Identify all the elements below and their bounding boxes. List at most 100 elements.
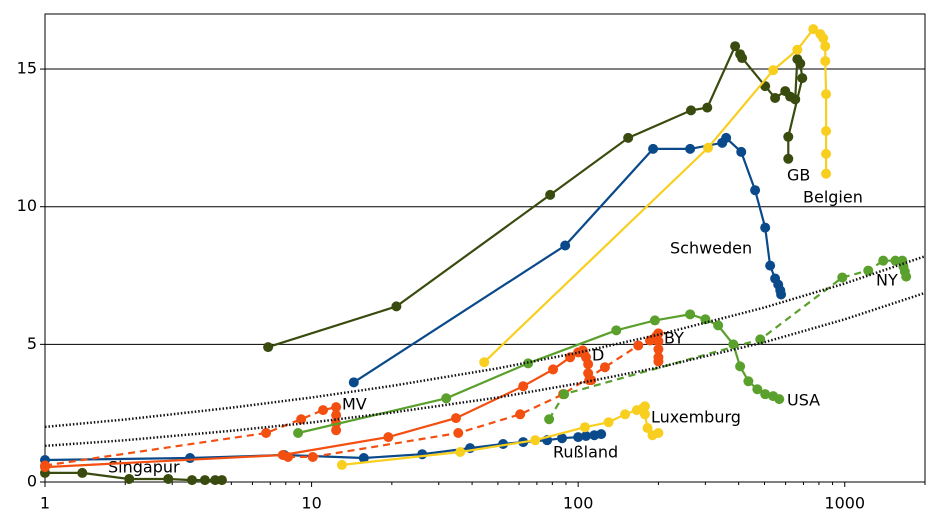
data-point — [743, 376, 754, 387]
data-point — [768, 65, 779, 76]
data-point — [263, 342, 274, 353]
data-point — [611, 325, 622, 336]
data-point — [774, 394, 785, 405]
series-label: USA — [787, 391, 820, 410]
x-tick-label: 1 — [40, 494, 50, 513]
data-point — [901, 271, 912, 282]
data-point — [821, 148, 832, 159]
data-point — [795, 58, 806, 69]
data-point — [702, 102, 713, 113]
data-point — [559, 389, 570, 400]
plot-area — [45, 14, 925, 482]
data-point — [331, 410, 342, 421]
data-point — [573, 432, 584, 443]
y-tick-label: 10 — [17, 196, 37, 215]
y-tick-label: 15 — [17, 59, 37, 78]
data-point — [770, 92, 781, 103]
data-point — [557, 433, 568, 444]
data-point — [163, 473, 174, 484]
data-point — [653, 427, 664, 438]
data-point — [124, 473, 135, 484]
series-label: Luxemburg — [651, 408, 741, 427]
data-point — [890, 255, 901, 266]
data-point — [735, 361, 746, 372]
series-line — [44, 291, 926, 448]
data-point — [649, 315, 660, 326]
data-point — [755, 334, 766, 345]
data-point — [216, 475, 227, 486]
series-line — [44, 255, 926, 429]
data-point — [348, 377, 359, 388]
data-point — [760, 222, 771, 233]
data-point — [77, 467, 88, 478]
data-point — [603, 417, 614, 428]
data-point — [792, 44, 803, 55]
data-point — [752, 384, 763, 395]
data-point — [760, 389, 771, 400]
data-point — [783, 153, 794, 164]
data-point — [765, 260, 776, 271]
data-point — [544, 414, 555, 425]
data-point — [685, 309, 696, 320]
data-point — [685, 143, 696, 154]
series-label: BY — [664, 329, 684, 348]
data-point — [318, 405, 329, 416]
series-label: Rußland — [553, 443, 618, 462]
data-point — [730, 41, 741, 52]
plot-frame — [44, 13, 926, 483]
data-point — [639, 409, 650, 420]
data-point — [336, 459, 347, 470]
data-point — [545, 189, 556, 200]
data-point — [548, 364, 559, 375]
data-point — [199, 475, 210, 486]
data-point — [653, 344, 664, 355]
data-point — [450, 413, 461, 424]
data-point — [417, 449, 428, 460]
data-point — [358, 453, 369, 464]
data-point — [821, 168, 832, 179]
data-point — [653, 356, 664, 367]
data-point — [878, 255, 889, 266]
data-point — [296, 414, 307, 425]
data-point — [583, 359, 594, 370]
data-point — [703, 142, 714, 153]
data-point — [713, 320, 724, 331]
data-point — [391, 301, 402, 312]
data-point — [863, 265, 874, 276]
x-tick-label: 1000 — [824, 494, 865, 513]
data-point — [797, 73, 808, 84]
data-point — [820, 56, 831, 67]
data-point — [685, 105, 696, 116]
data-point — [518, 381, 529, 392]
data-point — [40, 460, 50, 471]
data-point — [293, 427, 304, 438]
data-point — [783, 131, 794, 142]
series-label: Belgien — [803, 188, 863, 207]
data-point — [750, 185, 761, 196]
data-point — [790, 94, 801, 105]
data-point — [283, 451, 294, 462]
series-label: Schweden — [670, 239, 752, 258]
data-point — [560, 240, 571, 251]
data-point — [633, 340, 644, 351]
data-point — [579, 422, 590, 433]
data-point — [808, 24, 819, 35]
y-tick-label: 5 — [27, 334, 37, 353]
data-point — [653, 328, 664, 339]
data-point — [820, 41, 831, 52]
data-point — [530, 435, 541, 446]
data-point — [515, 409, 526, 420]
data-point — [453, 427, 464, 438]
series-label: GB — [787, 166, 810, 185]
data-point — [776, 289, 787, 300]
data-point — [821, 89, 832, 100]
data-point — [648, 143, 659, 154]
x-tick-label: 100 — [563, 494, 594, 513]
data-point — [383, 432, 394, 443]
series-label: MV — [342, 395, 367, 414]
data-point — [653, 336, 664, 347]
data-point — [187, 475, 198, 486]
series-label: D — [592, 346, 604, 365]
data-point — [737, 53, 748, 64]
